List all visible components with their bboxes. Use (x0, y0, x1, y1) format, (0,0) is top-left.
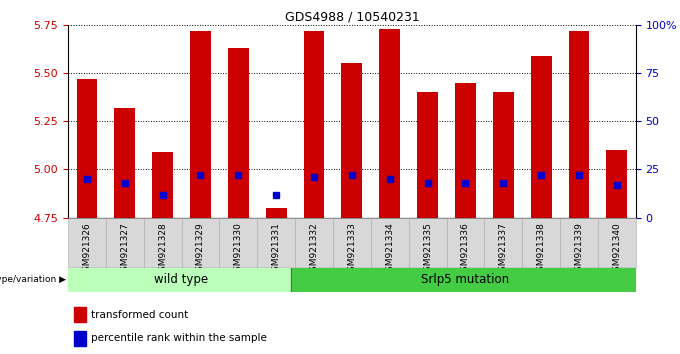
Text: GSM921340: GSM921340 (613, 222, 622, 277)
Bar (77, 79, 97, 218)
Bar (73, 307, 86, 322)
Bar (190, 30, 211, 218)
Bar (607, 150, 627, 218)
Bar (295, 218, 333, 267)
Bar (220, 218, 257, 267)
Bar (152, 152, 173, 218)
Bar (409, 218, 447, 267)
Text: GSM921327: GSM921327 (120, 222, 129, 277)
Text: transformed count: transformed count (91, 310, 188, 320)
Text: genotype/variation ▶: genotype/variation ▶ (0, 275, 66, 284)
Bar (266, 208, 286, 218)
Bar (484, 218, 522, 267)
Text: GSM921330: GSM921330 (234, 222, 243, 277)
Text: GSM921337: GSM921337 (499, 222, 508, 277)
Text: GSM921339: GSM921339 (575, 222, 583, 277)
Bar (493, 92, 513, 218)
Bar (447, 218, 484, 267)
Text: GSM921336: GSM921336 (461, 222, 470, 277)
FancyBboxPatch shape (291, 267, 640, 293)
Bar (106, 218, 143, 267)
Text: GSM921338: GSM921338 (537, 222, 545, 277)
Bar (379, 29, 400, 218)
Bar (114, 108, 135, 218)
Text: GSM921333: GSM921333 (347, 222, 356, 277)
Text: GSM921329: GSM921329 (196, 222, 205, 277)
Text: percentile rank within the sample: percentile rank within the sample (91, 333, 267, 343)
Bar (598, 218, 636, 267)
Bar (341, 63, 362, 218)
Text: GSM921326: GSM921326 (82, 222, 91, 277)
Text: Srlp5 mutation: Srlp5 mutation (422, 273, 509, 286)
Bar (333, 218, 371, 267)
Bar (304, 30, 324, 218)
Bar (418, 92, 438, 218)
Text: GSM921334: GSM921334 (386, 222, 394, 277)
Bar (143, 218, 182, 267)
Bar (455, 82, 476, 218)
Bar (568, 30, 590, 218)
Text: GSM921335: GSM921335 (423, 222, 432, 277)
Bar (182, 218, 220, 267)
Bar (560, 218, 598, 267)
Text: GSM921331: GSM921331 (272, 222, 281, 277)
Title: GDS4988 / 10540231: GDS4988 / 10540231 (284, 11, 420, 24)
Bar (371, 218, 409, 267)
Text: wild type: wild type (154, 273, 209, 286)
Bar (228, 48, 249, 218)
Bar (522, 218, 560, 267)
Text: GSM921328: GSM921328 (158, 222, 167, 277)
Bar (257, 218, 295, 267)
Bar (73, 331, 86, 346)
Bar (68, 218, 106, 267)
Bar (531, 56, 551, 218)
Text: GSM921332: GSM921332 (309, 222, 318, 277)
FancyBboxPatch shape (64, 267, 299, 293)
